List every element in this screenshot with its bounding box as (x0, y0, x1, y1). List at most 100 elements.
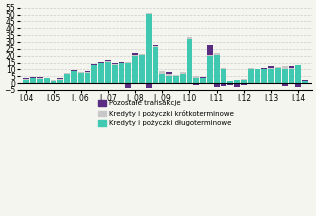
Bar (166, 74, 172, 76)
Bar (153, 45, 158, 46)
Bar (207, 56, 213, 83)
Bar (207, 55, 213, 56)
Bar (139, 83, 145, 84)
Bar (234, 80, 240, 83)
Bar (255, 69, 260, 83)
Bar (180, 83, 185, 84)
Bar (30, 77, 36, 78)
Bar (241, 79, 247, 80)
Bar (289, 66, 294, 68)
Bar (166, 76, 172, 83)
Bar (78, 72, 84, 73)
Bar (146, 13, 152, 14)
Bar (207, 45, 213, 55)
Bar (98, 63, 104, 83)
Bar (112, 65, 118, 83)
Bar (58, 80, 63, 83)
Bar (282, 83, 288, 86)
Bar (214, 83, 220, 87)
Bar (37, 78, 43, 79)
Bar (85, 71, 90, 72)
Bar (139, 55, 145, 83)
Bar (268, 69, 274, 83)
Bar (302, 80, 308, 81)
Bar (221, 83, 226, 86)
Bar (23, 78, 29, 79)
Bar (234, 83, 240, 85)
Bar (255, 83, 260, 84)
Bar (275, 67, 281, 68)
Bar (44, 78, 50, 83)
Bar (91, 64, 97, 65)
Bar (268, 66, 274, 68)
Bar (228, 83, 233, 84)
Bar (85, 72, 90, 73)
Bar (23, 80, 29, 83)
Bar (71, 71, 77, 83)
Bar (221, 69, 226, 83)
Bar (37, 79, 43, 83)
Bar (173, 75, 179, 76)
Bar (125, 62, 131, 63)
Bar (78, 83, 84, 84)
Bar (275, 68, 281, 83)
Legend: Pozostałe transakcje, Kredyty i pożyczki krótkoterminowe, Kredyty i pożyczki dłu: Pozostałe transakcje, Kredyty i pożyczki… (95, 98, 236, 129)
Bar (241, 83, 247, 85)
Bar (248, 68, 253, 69)
Bar (193, 78, 199, 83)
Bar (146, 14, 152, 83)
Bar (187, 37, 192, 38)
Bar (302, 81, 308, 83)
Bar (221, 68, 226, 69)
Bar (30, 78, 36, 83)
Bar (282, 66, 288, 69)
Bar (118, 63, 125, 83)
Bar (23, 79, 29, 80)
Bar (58, 79, 63, 80)
Bar (64, 73, 70, 74)
Bar (98, 62, 104, 63)
Bar (295, 65, 301, 83)
Bar (51, 81, 57, 83)
Bar (132, 55, 138, 56)
Bar (153, 46, 158, 47)
Bar (261, 68, 267, 69)
Bar (200, 78, 206, 83)
Bar (248, 83, 253, 84)
Bar (118, 62, 125, 63)
Bar (289, 69, 294, 83)
Bar (241, 80, 247, 83)
Bar (125, 63, 131, 83)
Bar (78, 73, 84, 83)
Bar (228, 83, 233, 85)
Bar (289, 68, 294, 69)
Bar (132, 56, 138, 83)
Bar (44, 83, 50, 84)
Bar (166, 72, 172, 74)
Bar (91, 65, 97, 83)
Bar (51, 80, 57, 81)
Bar (146, 83, 152, 88)
Bar (105, 60, 111, 61)
Bar (85, 73, 90, 83)
Bar (200, 77, 206, 78)
Bar (234, 83, 240, 87)
Bar (187, 38, 192, 83)
Bar (112, 64, 118, 65)
Bar (180, 72, 185, 74)
Bar (214, 55, 220, 83)
Bar (193, 83, 199, 85)
Bar (37, 77, 43, 78)
Bar (173, 83, 179, 84)
Bar (302, 83, 308, 84)
Bar (282, 69, 288, 83)
Bar (125, 83, 131, 88)
Bar (58, 78, 63, 79)
Bar (180, 74, 185, 83)
Bar (248, 69, 253, 83)
Bar (159, 74, 165, 83)
Bar (64, 83, 70, 84)
Bar (173, 76, 179, 83)
Bar (228, 81, 233, 83)
Bar (153, 47, 158, 83)
